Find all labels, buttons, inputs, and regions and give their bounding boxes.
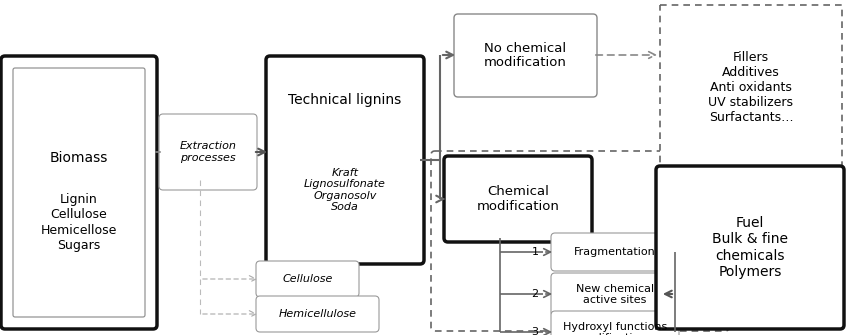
Text: New chemical
active sites: New chemical active sites (576, 284, 654, 305)
Text: Lignin
Cellulose
Hemicellose
Sugars: Lignin Cellulose Hemicellose Sugars (41, 194, 117, 252)
FancyBboxPatch shape (444, 156, 592, 242)
Text: 2: 2 (532, 289, 538, 299)
Text: Extraction
processes: Extraction processes (180, 141, 237, 163)
Text: Hydroxyl functions
modifications: Hydroxyl functions modifications (563, 322, 667, 335)
Text: No chemical
modification: No chemical modification (484, 42, 567, 69)
Text: Fragmentation: Fragmentation (574, 247, 656, 257)
Text: 1: 1 (532, 247, 538, 257)
Text: 3: 3 (532, 327, 538, 335)
FancyBboxPatch shape (551, 273, 679, 316)
FancyBboxPatch shape (1, 56, 157, 329)
FancyBboxPatch shape (454, 14, 597, 97)
FancyBboxPatch shape (551, 311, 679, 335)
FancyBboxPatch shape (266, 56, 424, 264)
Text: Hemicellulose: Hemicellulose (278, 309, 356, 319)
Text: Fillers
Additives
Anti oxidants
UV stabilizers
Surfactants…: Fillers Additives Anti oxidants UV stabi… (708, 51, 794, 124)
FancyBboxPatch shape (660, 5, 842, 170)
Text: Cellulose: Cellulose (282, 274, 332, 284)
FancyBboxPatch shape (159, 114, 257, 190)
FancyBboxPatch shape (656, 166, 844, 329)
FancyBboxPatch shape (256, 296, 379, 332)
Text: Fuel
Bulk & fine
chemicals
Polymers: Fuel Bulk & fine chemicals Polymers (712, 216, 788, 279)
Text: Kraft
Lignosulfonate
Organosolv
Soda: Kraft Lignosulfonate Organosolv Soda (304, 168, 386, 212)
Text: Technical lignins: Technical lignins (288, 93, 402, 107)
Text: Biomass: Biomass (50, 150, 109, 164)
FancyBboxPatch shape (431, 151, 729, 331)
Text: Chemical
modification: Chemical modification (477, 185, 560, 213)
FancyBboxPatch shape (551, 233, 679, 271)
FancyBboxPatch shape (256, 261, 359, 297)
